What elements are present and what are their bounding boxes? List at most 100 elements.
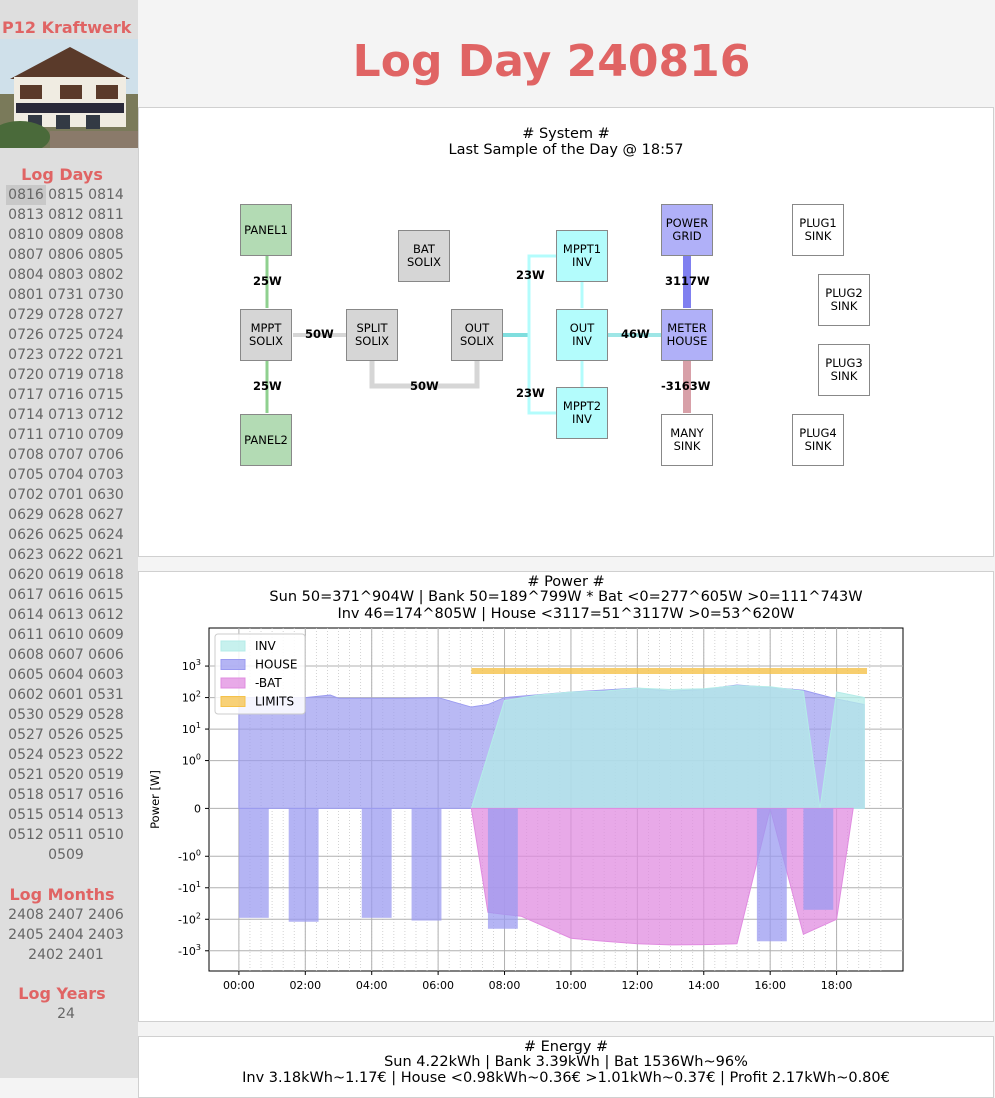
day-link[interactable]: 0612 (88, 607, 124, 623)
month-link[interactable]: 2406 (88, 907, 124, 923)
day-link[interactable]: 0515 (8, 807, 44, 823)
day-link[interactable]: 0518 (8, 787, 44, 803)
day-link[interactable]: 0712 (88, 407, 124, 423)
day-link[interactable]: 0529 (48, 707, 84, 723)
day-link[interactable]: 0615 (88, 587, 124, 603)
day-link[interactable]: 0707 (48, 447, 84, 463)
day-link[interactable]: 0725 (48, 327, 84, 343)
day-link[interactable]: 0728 (48, 307, 84, 323)
day-link[interactable]: 0804 (8, 267, 44, 283)
day-link[interactable]: 0730 (88, 287, 124, 303)
day-link[interactable]: 0523 (48, 747, 84, 763)
day-link[interactable]: 0516 (88, 787, 124, 803)
day-link[interactable]: 0623 (8, 547, 44, 563)
day-link[interactable]: 0705 (8, 467, 44, 483)
month-link[interactable]: 2408 (8, 907, 44, 923)
day-link[interactable]: 0814 (88, 187, 124, 203)
day-link[interactable]: 0727 (88, 307, 124, 323)
day-link[interactable]: 0627 (88, 507, 124, 523)
day-link[interactable]: 0513 (88, 807, 124, 823)
day-link[interactable]: 0706 (88, 447, 124, 463)
day-link[interactable]: 0629 (8, 507, 44, 523)
month-link[interactable]: 2401 (68, 947, 104, 963)
day-link[interactable]: 0630 (88, 487, 124, 503)
day-link[interactable]: 0527 (8, 727, 44, 743)
day-link[interactable]: 0618 (88, 567, 124, 583)
day-link[interactable]: 0619 (48, 567, 84, 583)
day-link[interactable]: 0621 (88, 547, 124, 563)
day-link[interactable]: 0718 (88, 367, 124, 383)
day-link[interactable]: 0729 (8, 307, 44, 323)
day-link[interactable]: 0606 (88, 647, 124, 663)
day-link[interactable]: 0525 (88, 727, 124, 743)
day-link[interactable]: 0626 (8, 527, 44, 543)
day-link[interactable]: 0616 (48, 587, 84, 603)
day-link[interactable]: 0530 (8, 707, 44, 723)
day-link[interactable]: 0613 (48, 607, 84, 623)
day-link[interactable]: 0602 (8, 687, 44, 703)
day-link[interactable]: 0813 (8, 207, 44, 223)
day-link[interactable]: 0522 (88, 747, 124, 763)
day-link[interactable]: 0731 (48, 287, 84, 303)
day-link[interactable]: 0603 (88, 667, 124, 683)
day-link[interactable]: 0806 (48, 247, 84, 263)
day-link[interactable]: 0803 (48, 267, 84, 283)
day-link[interactable]: 0702 (8, 487, 44, 503)
month-link[interactable]: 2404 (48, 927, 84, 943)
day-link[interactable]: 0713 (48, 407, 84, 423)
day-link[interactable]: 0519 (88, 767, 124, 783)
day-link[interactable]: 0714 (8, 407, 44, 423)
day-link[interactable]: 0604 (48, 667, 84, 683)
day-link[interactable]: 0620 (8, 567, 44, 583)
day-link[interactable]: 0709 (88, 427, 124, 443)
day-link[interactable]: 0715 (88, 387, 124, 403)
day-link[interactable]: 0724 (88, 327, 124, 343)
month-link[interactable]: 2402 (28, 947, 64, 963)
day-link[interactable]: 0605 (8, 667, 44, 683)
day-link[interactable]: 0512 (8, 827, 44, 843)
day-link[interactable]: 0517 (48, 787, 84, 803)
day-link[interactable]: 0521 (8, 767, 44, 783)
day-link[interactable]: 0719 (48, 367, 84, 383)
day-link[interactable]: 0802 (88, 267, 124, 283)
day-link[interactable]: 0625 (48, 527, 84, 543)
day-link[interactable]: 0808 (88, 227, 124, 243)
day-link[interactable]: 0812 (48, 207, 84, 223)
day-link[interactable]: 0816 (6, 185, 46, 205)
day-link[interactable]: 0805 (88, 247, 124, 263)
day-link[interactable]: 0807 (8, 247, 44, 263)
day-link[interactable]: 0624 (88, 527, 124, 543)
day-link[interactable]: 0717 (8, 387, 44, 403)
day-link[interactable]: 0611 (8, 627, 44, 643)
day-link[interactable]: 0716 (48, 387, 84, 403)
day-link[interactable]: 0607 (48, 647, 84, 663)
day-link[interactable]: 0617 (8, 587, 44, 603)
day-link[interactable]: 0701 (48, 487, 84, 503)
day-link[interactable]: 0815 (48, 187, 84, 203)
day-link[interactable]: 0614 (8, 607, 44, 623)
month-link[interactable]: 2403 (88, 927, 124, 943)
day-link[interactable]: 0721 (88, 347, 124, 363)
day-link[interactable]: 0628 (48, 507, 84, 523)
month-link[interactable]: 2407 (48, 907, 84, 923)
day-link[interactable]: 0524 (8, 747, 44, 763)
day-link[interactable]: 0809 (48, 227, 84, 243)
day-link[interactable]: 0511 (48, 827, 84, 843)
day-link[interactable]: 0510 (88, 827, 124, 843)
site-title[interactable]: P12 Kraftwerk (2, 18, 132, 37)
day-link[interactable]: 0610 (48, 627, 84, 643)
day-link[interactable]: 0622 (48, 547, 84, 563)
day-link[interactable]: 0708 (8, 447, 44, 463)
day-link[interactable]: 0711 (8, 427, 44, 443)
day-link[interactable]: 0811 (88, 207, 124, 223)
day-link[interactable]: 0722 (48, 347, 84, 363)
day-link[interactable]: 0531 (88, 687, 124, 703)
day-link[interactable]: 0528 (88, 707, 124, 723)
day-link[interactable]: 0726 (8, 327, 44, 343)
day-link[interactable]: 0608 (8, 647, 44, 663)
day-link[interactable]: 0710 (48, 427, 84, 443)
day-link[interactable]: 0704 (48, 467, 84, 483)
day-link[interactable]: 0810 (8, 227, 44, 243)
month-link[interactable]: 2405 (8, 927, 44, 943)
day-link[interactable]: 0703 (88, 467, 124, 483)
